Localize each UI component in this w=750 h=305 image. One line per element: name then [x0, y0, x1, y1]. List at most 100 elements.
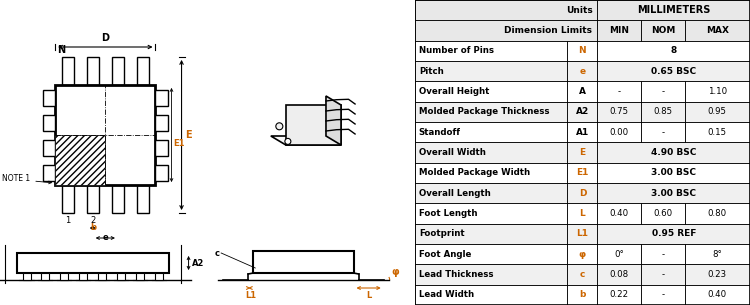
Bar	[685, 285, 750, 305]
Text: D: D	[579, 189, 586, 198]
Bar	[685, 20, 750, 41]
Bar	[80, 273, 87, 280]
Bar	[567, 244, 598, 264]
Bar	[567, 41, 598, 61]
Bar	[44, 139, 55, 156]
Bar	[112, 185, 124, 213]
Bar	[685, 81, 750, 102]
Text: E1: E1	[576, 168, 589, 177]
Text: 0.65 BSC: 0.65 BSC	[651, 67, 696, 76]
Text: 0.80: 0.80	[708, 209, 727, 218]
Bar	[598, 224, 750, 244]
Bar	[415, 285, 567, 305]
Bar	[598, 102, 641, 122]
Bar	[155, 114, 167, 131]
Text: -: -	[662, 270, 664, 279]
Text: MIN: MIN	[609, 26, 629, 35]
Bar	[641, 264, 685, 285]
Bar	[415, 264, 567, 285]
Bar	[598, 244, 641, 264]
Bar	[415, 285, 567, 305]
Bar	[567, 81, 598, 102]
Text: E: E	[185, 130, 192, 140]
Bar	[598, 285, 641, 305]
Text: 3.00 BSC: 3.00 BSC	[651, 168, 696, 177]
Text: A2: A2	[191, 259, 204, 267]
Text: 1: 1	[65, 216, 70, 225]
Bar	[685, 264, 750, 285]
Bar	[415, 20, 598, 41]
Bar	[598, 20, 641, 41]
Bar	[415, 81, 567, 102]
Bar	[415, 203, 567, 224]
Bar	[641, 20, 685, 41]
Text: L1: L1	[576, 229, 588, 238]
Bar	[117, 273, 125, 280]
Bar	[567, 61, 598, 81]
Text: Number of Pins: Number of Pins	[419, 46, 494, 55]
Bar	[155, 139, 167, 156]
Text: D: D	[101, 33, 109, 43]
Bar	[598, 183, 750, 203]
Text: Foot Angle: Foot Angle	[419, 250, 471, 259]
Bar	[598, 264, 641, 285]
Bar	[415, 244, 567, 264]
Bar	[598, 0, 750, 20]
Text: Molded Package Width: Molded Package Width	[419, 168, 530, 177]
Bar	[598, 20, 641, 41]
Bar	[598, 285, 641, 305]
Bar	[415, 102, 567, 122]
Text: L: L	[580, 209, 585, 218]
Text: E1: E1	[173, 138, 185, 148]
Text: 8: 8	[670, 46, 676, 55]
Text: 0°: 0°	[614, 250, 624, 259]
Text: 0.40: 0.40	[610, 209, 628, 218]
Bar	[685, 244, 750, 264]
Text: 0.15: 0.15	[708, 128, 727, 137]
Bar	[685, 102, 750, 122]
Bar	[415, 183, 567, 203]
Bar	[415, 224, 567, 244]
Bar	[415, 163, 567, 183]
Bar	[598, 203, 641, 224]
Text: 1.10: 1.10	[708, 87, 727, 96]
Bar	[567, 183, 598, 203]
Bar	[415, 142, 567, 163]
Text: L: L	[366, 291, 371, 300]
Bar	[598, 41, 750, 61]
Text: 0.85: 0.85	[653, 107, 673, 116]
Text: Dimension Limits: Dimension Limits	[505, 26, 592, 35]
Text: b: b	[579, 290, 586, 299]
Bar	[641, 203, 685, 224]
Bar	[17, 253, 169, 273]
Bar	[155, 89, 167, 106]
Text: e: e	[103, 234, 108, 242]
Bar	[415, 122, 567, 142]
Bar	[598, 163, 750, 183]
Bar	[641, 122, 685, 142]
Bar	[641, 20, 685, 41]
Text: 0.40: 0.40	[708, 290, 727, 299]
Bar	[685, 122, 750, 142]
Bar	[567, 285, 598, 305]
Bar	[56, 135, 105, 185]
Bar	[641, 244, 685, 264]
Bar	[567, 142, 598, 163]
Text: A: A	[579, 87, 586, 96]
Bar	[155, 164, 167, 181]
Text: 0.08: 0.08	[610, 270, 628, 279]
Bar	[598, 142, 750, 163]
Bar	[137, 185, 149, 213]
Text: 0.60: 0.60	[653, 209, 673, 218]
Bar	[567, 142, 598, 163]
Text: NOM: NOM	[651, 26, 675, 35]
Text: MILLIMETERS: MILLIMETERS	[637, 5, 710, 15]
Bar	[641, 285, 685, 305]
Bar	[62, 185, 74, 213]
Bar	[685, 102, 750, 122]
Text: NOTE 1: NOTE 1	[2, 174, 30, 183]
Text: N: N	[578, 46, 586, 55]
Text: c: c	[580, 270, 585, 279]
Bar	[598, 203, 641, 224]
Bar	[415, 20, 598, 41]
